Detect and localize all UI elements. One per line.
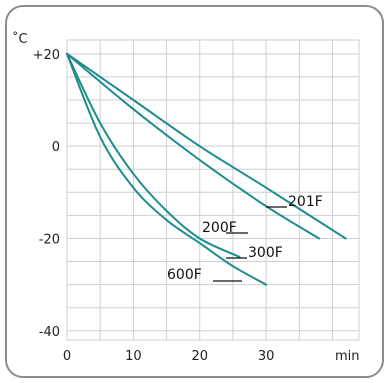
series-label-600f: 600F <box>167 267 202 283</box>
series-labels: 201F 200F 300F 600F <box>167 194 323 283</box>
y-tick-label: -40 <box>39 325 60 340</box>
grid <box>66 39 360 341</box>
series-line-201f <box>66 52 347 240</box>
y-tick-label: +20 <box>33 48 60 63</box>
series-line-300f <box>66 52 241 258</box>
chart-frame <box>5 5 384 378</box>
series-line-200f <box>66 52 321 240</box>
series-line-600f <box>66 52 268 286</box>
plot-border <box>66 39 360 341</box>
y-axis-unit: ˚C <box>12 31 28 47</box>
series-label-201f: 201F <box>288 194 323 210</box>
x-tick-label: 0 <box>63 349 71 364</box>
x-tick-label: 20 <box>191 349 208 364</box>
series-label-300f: 300F <box>248 245 283 261</box>
x-tick-label: 30 <box>258 349 275 364</box>
x-axis-unit: min <box>335 349 360 364</box>
y-tick-label: 0 <box>52 140 60 155</box>
tick-labels: 0 10 20 30 +20 0 -20 -40 <box>33 48 275 364</box>
y-tick-label: -20 <box>39 232 60 247</box>
x-tick-label: 10 <box>125 349 142 364</box>
series-lines <box>66 52 347 286</box>
series-label-200f: 200F <box>202 220 237 236</box>
